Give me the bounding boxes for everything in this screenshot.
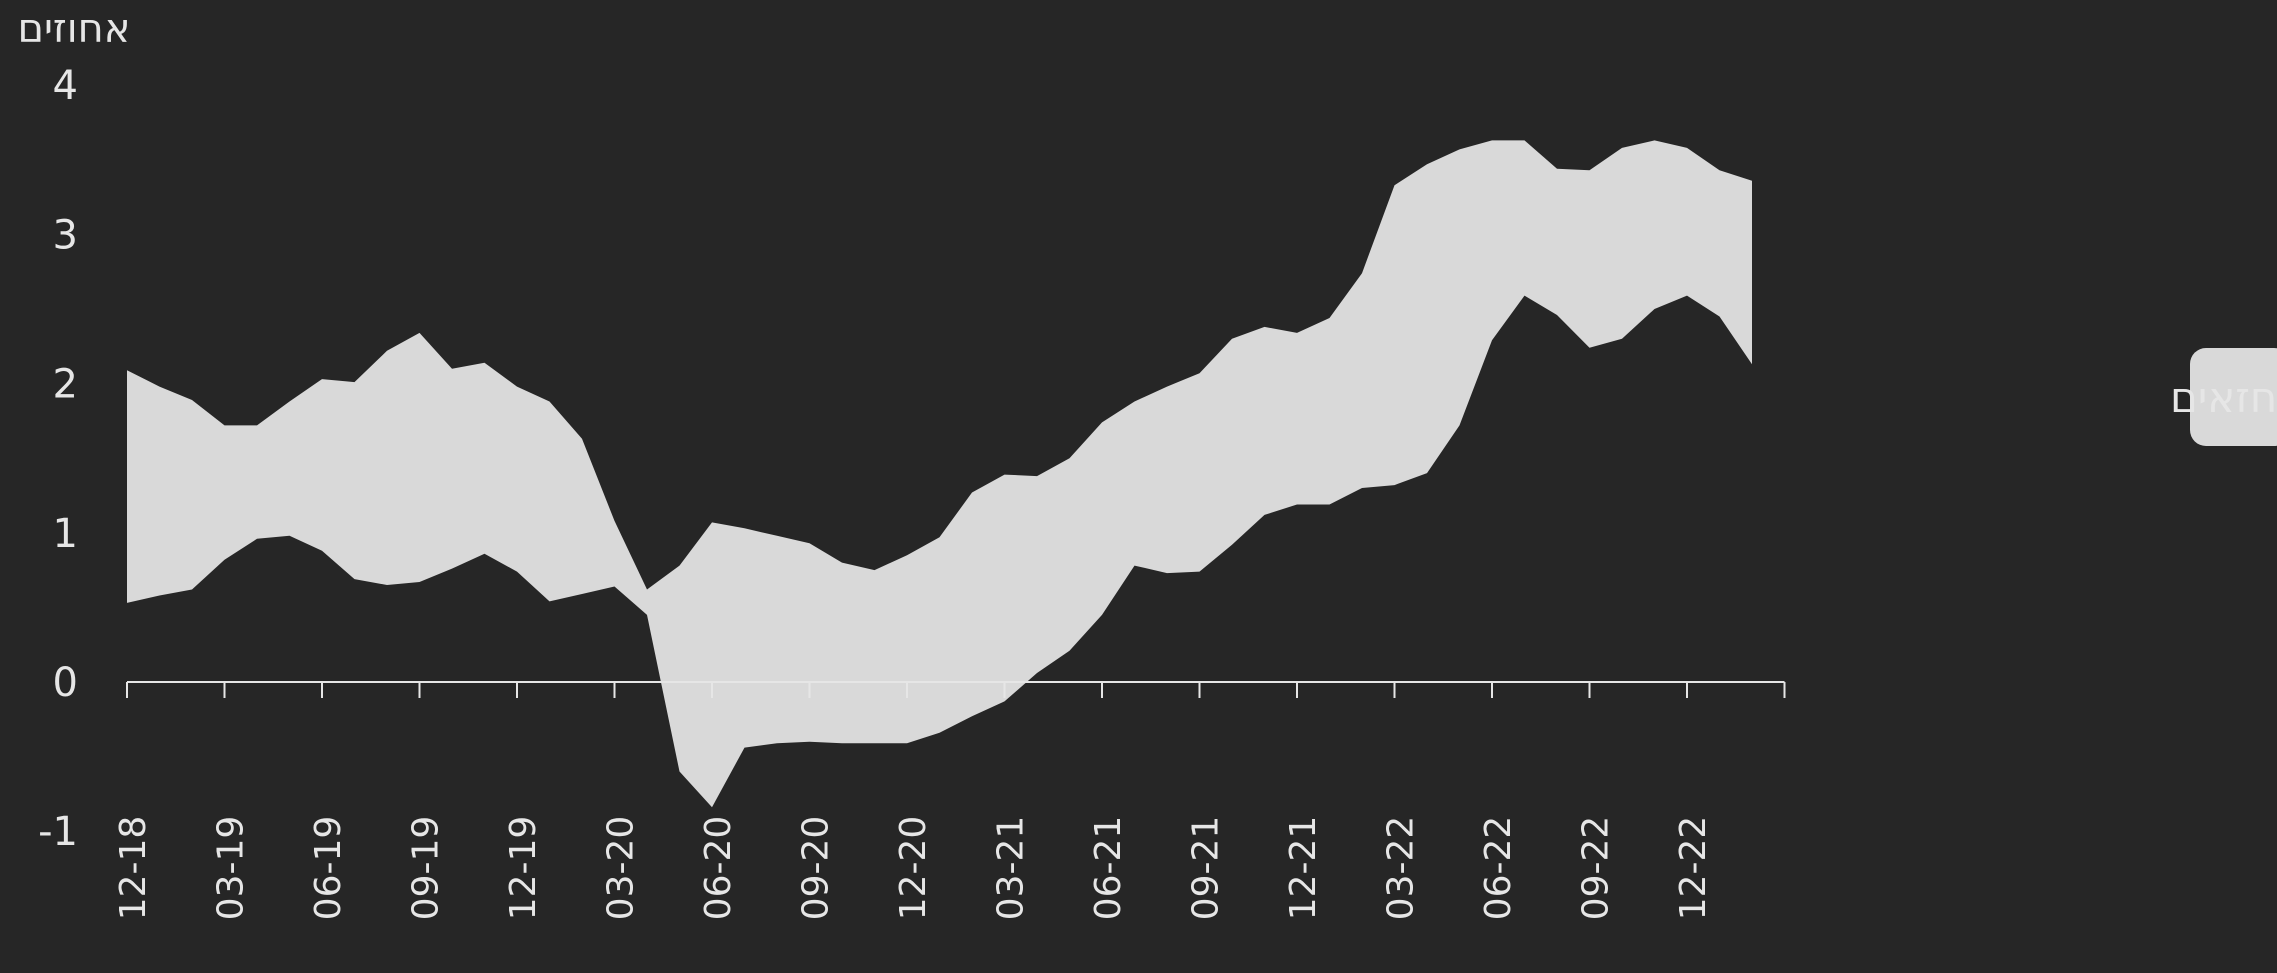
x-tick-label: 12-22 — [1673, 816, 1714, 921]
y-tick-labels: -1 0 1 2 3 4 — [38, 63, 78, 855]
x-tick-label: 09-21 — [1186, 816, 1227, 921]
y-tick-label: 1 — [53, 511, 78, 557]
x-tick-label: 03-22 — [1381, 816, 1422, 921]
x-tick-label: 12-19 — [503, 816, 544, 921]
axis-layer — [126, 681, 1786, 698]
x-tick-label: 06-22 — [1478, 816, 1519, 921]
y-tick-label: 0 — [53, 660, 78, 706]
x-tick-label: 12-20 — [893, 816, 934, 921]
x-tick-labels: 12-18 03-19 06-19 09-19 12-19 03-20 06-20 09-20… — [113, 816, 1714, 921]
x-tick-label: 09-20 — [796, 816, 837, 921]
x-tick-label: 09-19 — [406, 816, 447, 921]
x-tick-label: 03-21 — [991, 816, 1032, 921]
x-tick-label: 06-21 — [1088, 816, 1129, 921]
legend-swatch — [2190, 348, 2277, 446]
y-tick-label: 3 — [53, 212, 78, 258]
forecast-range-band — [127, 140, 1752, 808]
x-tick-label: 06-20 — [698, 816, 739, 921]
x-tick-label: 12-21 — [1283, 816, 1324, 921]
y-axis-unit-label: אחוזים — [17, 6, 130, 52]
legend-label: טווח החזאים — [2170, 373, 2277, 422]
x-tick-label: 12-18 — [113, 816, 154, 921]
x-tick-label: 06-19 — [308, 816, 349, 921]
x-tick-label: 03-20 — [601, 816, 642, 921]
y-tick-label: 2 — [53, 362, 78, 408]
x-tick-label: 09-22 — [1576, 816, 1617, 921]
y-tick-label: -1 — [38, 809, 78, 855]
x-tick-label: 03-19 — [211, 816, 252, 921]
y-tick-label: 4 — [53, 63, 78, 109]
legend: טווח החזאים — [2170, 348, 2277, 446]
band-layer — [127, 140, 1752, 808]
